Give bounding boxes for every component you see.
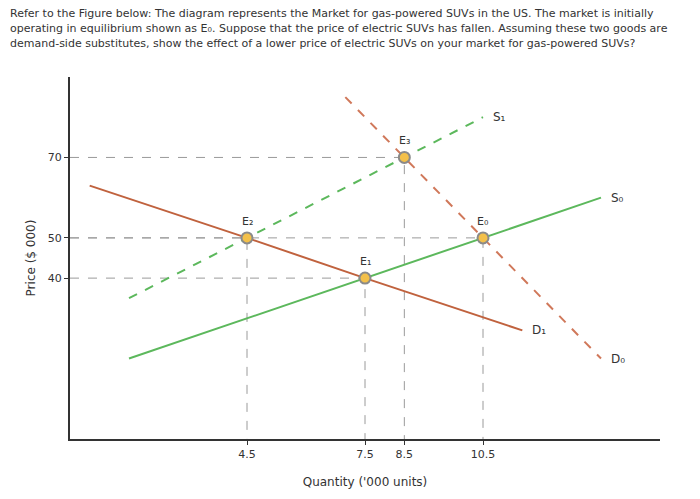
svg-text:7.5: 7.5 — [356, 448, 374, 461]
svg-text:50: 50 — [48, 232, 62, 245]
svg-text:E₀: E₀ — [477, 215, 489, 228]
svg-text:Price ($ 000): Price ($ 000) — [24, 220, 38, 297]
svg-text:70: 70 — [48, 151, 62, 164]
svg-text:D₁: D₁ — [532, 323, 546, 337]
svg-text:40: 40 — [48, 272, 62, 285]
svg-text:S₀: S₀ — [611, 191, 624, 205]
svg-text:8.5: 8.5 — [396, 448, 414, 461]
svg-text:Quantity ('000 units): Quantity ('000 units) — [303, 475, 428, 489]
svg-text:E₃: E₃ — [399, 134, 410, 147]
svg-text:10.5: 10.5 — [471, 448, 496, 461]
svg-text:E₂: E₂ — [242, 215, 253, 228]
svg-text:S₁: S₁ — [493, 110, 506, 124]
svg-text:4.5: 4.5 — [238, 448, 256, 461]
html-text:Refer to the Figure below: The: Refer to the Figure below: The diagram r… — [10, 7, 668, 50]
svg-text:D₀: D₀ — [611, 352, 625, 366]
svg-text:E₁: E₁ — [360, 255, 371, 268]
